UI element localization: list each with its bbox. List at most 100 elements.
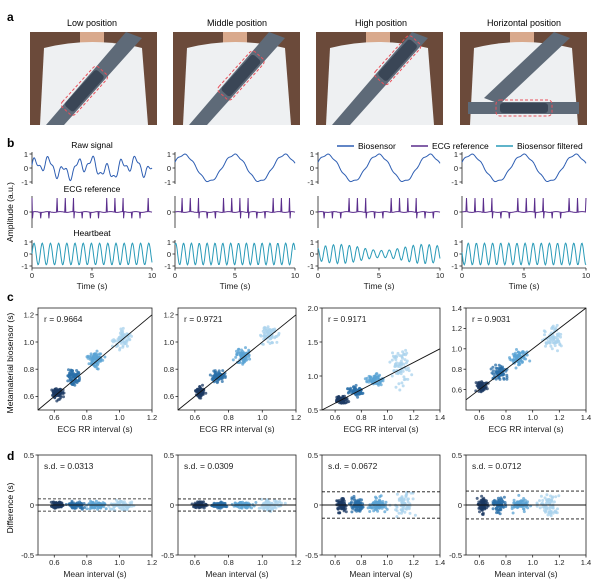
- plot-frame: [177, 307, 297, 411]
- y-tick-label: -1: [21, 178, 28, 187]
- y-tick-label: 0.6: [24, 392, 34, 401]
- data-point: [356, 501, 360, 505]
- x-tick-label: 0: [173, 271, 177, 280]
- data-point: [524, 357, 528, 361]
- data-point: [401, 369, 405, 373]
- identity-line: [177, 314, 297, 411]
- data-point: [522, 497, 526, 500]
- y-tick-label: 1.0: [24, 338, 34, 347]
- waveform-plot: 0: [310, 196, 441, 228]
- data-point: [490, 371, 494, 375]
- data-point: [521, 360, 524, 364]
- x-tick-label: 10: [582, 271, 590, 280]
- data-point: [400, 381, 404, 385]
- data-point: [94, 364, 98, 368]
- data-point: [403, 358, 407, 362]
- data-point: [557, 332, 561, 336]
- waveform-plot: 0: [24, 196, 153, 228]
- series-line-biosensor: [31, 155, 153, 182]
- correlation-plot: 0.6 0.8 1.0 1.2 0.6 0.8 1.0 1.2 r = 0.9721 ECG RR…: [164, 307, 301, 434]
- data-point: [71, 374, 75, 377]
- data-point: [215, 381, 219, 385]
- data-point: [235, 352, 239, 356]
- data-point: [538, 506, 542, 510]
- data-point: [123, 508, 127, 512]
- series-line-biosensor: [174, 153, 296, 183]
- data-point: [394, 358, 398, 362]
- data-point: [394, 363, 398, 367]
- data-point: [550, 339, 554, 343]
- data-point: [397, 382, 401, 386]
- x-tick-label: 1.0: [382, 558, 392, 567]
- data-point: [546, 499, 550, 503]
- x-tick-label: 0.8: [356, 558, 366, 567]
- y-tick-label: 1.2: [24, 311, 34, 320]
- correlation-label: r = 0.9664: [44, 314, 83, 324]
- data-point: [476, 384, 480, 387]
- x-tick-label: 0.6: [49, 558, 59, 567]
- data-point: [368, 375, 372, 379]
- data-point: [407, 369, 411, 373]
- data-point: [352, 505, 356, 509]
- data-point: [352, 385, 355, 389]
- x-tick-label: 1.2: [291, 558, 301, 567]
- data-point: [283, 501, 287, 505]
- data-point: [201, 383, 204, 387]
- x-axis-label: Mean interval (s): [349, 569, 412, 579]
- data-point: [359, 508, 363, 512]
- x-tick-label: 0.8: [82, 413, 92, 422]
- y-tick-label: 1.0: [164, 338, 174, 347]
- y-tick-label: -1: [451, 178, 458, 187]
- data-point: [241, 362, 245, 366]
- row-title-raw-signal: Raw signal: [71, 140, 113, 150]
- data-point: [204, 391, 208, 395]
- bland-altman-plot: 0.6 0.8 1.0 1.2 -0.5 0 0.5 s.d. = 0.0313 Mean in…: [21, 451, 157, 579]
- x-tick-label: 1.0: [382, 413, 392, 422]
- data-point: [557, 494, 561, 498]
- correlation-label: r = 0.9171: [328, 314, 367, 324]
- y-tick-label: 0: [454, 164, 458, 173]
- data-point: [502, 495, 506, 499]
- y-tick-label: -0.5: [21, 551, 34, 560]
- data-point: [353, 501, 357, 505]
- identity-line: [37, 314, 153, 411]
- data-point: [342, 400, 345, 404]
- y-tick-label: 0.5: [308, 451, 318, 460]
- data-point: [336, 507, 340, 511]
- data-point: [125, 344, 129, 348]
- data-point: [89, 499, 93, 503]
- data-point: [496, 508, 500, 511]
- data-point: [261, 505, 265, 509]
- data-point: [555, 337, 559, 341]
- x-axis-label: ECG RR interval (s): [199, 424, 274, 434]
- x-tick-label: 0.6: [474, 413, 484, 422]
- data-point: [392, 369, 396, 373]
- sensor-body: [500, 103, 548, 113]
- y-tick-label: -1: [164, 262, 171, 271]
- data-point: [399, 498, 403, 502]
- data-point: [219, 376, 223, 379]
- y-tick-label: 1.4: [452, 304, 462, 313]
- d-ylabel: Difference (s): [5, 482, 15, 533]
- y-tick-label: 0: [458, 501, 462, 510]
- photo-row: [30, 32, 587, 125]
- data-point: [549, 337, 553, 340]
- y-tick-label: 0: [167, 250, 171, 259]
- data-point: [517, 493, 521, 497]
- data-point: [365, 376, 369, 380]
- data-point: [373, 375, 377, 378]
- data-point: [211, 376, 215, 380]
- data-point: [54, 394, 58, 398]
- series-line-ecg-reference: [174, 197, 296, 219]
- data-point: [277, 331, 281, 335]
- data-point: [130, 334, 133, 338]
- data-point: [200, 505, 204, 509]
- plot-frame: [465, 307, 587, 411]
- data-point: [555, 323, 559, 327]
- data-point: [122, 333, 126, 337]
- data-point: [398, 388, 402, 392]
- data-point: [411, 497, 415, 501]
- x-tick-label: 5: [233, 271, 237, 280]
- data-point: [361, 505, 365, 509]
